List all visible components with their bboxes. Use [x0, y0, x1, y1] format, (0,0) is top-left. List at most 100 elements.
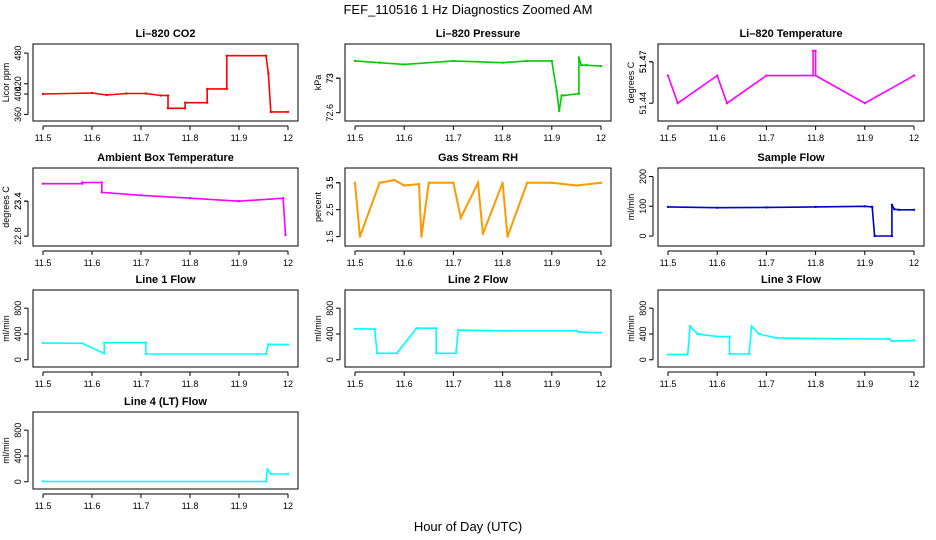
data-point: [560, 94, 563, 97]
x-tick-label: 11.5: [35, 379, 52, 389]
x-tick-label: 11.6: [709, 133, 726, 143]
x-tick-label: 11.7: [445, 379, 462, 389]
data-point: [814, 205, 817, 209]
data-point: [144, 92, 148, 95]
x-tick-label: 11.8: [807, 379, 824, 389]
plot-frame: [344, 289, 612, 368]
panel-6: Sample Flow 11.5 11.6 11.7 11.8 11.9 12 0 100 200…: [626, 152, 925, 268]
data-point: [558, 109, 561, 113]
x-tick-label: 11.7: [445, 258, 462, 268]
data-point: [750, 325, 753, 328]
y-tick-label: 100: [638, 199, 648, 214]
y-axis-label: ml/min: [1, 437, 11, 464]
y-axis-label: ml/min: [313, 315, 323, 342]
panel-3: Li–820 Temperature 11.5 11.6 11.7 11.8 11.9 12…: [626, 28, 925, 143]
x-tick-label: 11.9: [856, 133, 873, 143]
y-tick-label: 360: [13, 107, 23, 122]
x-tick-label: 11.8: [182, 501, 199, 511]
y-tick-label: 400: [13, 448, 23, 463]
data-point: [526, 59, 529, 63]
x-tick-label: 12: [283, 133, 293, 143]
x-axis: 11.5 11.6 11.7 11.8 11.9 12: [35, 371, 293, 389]
y-tick-label: 400: [13, 86, 23, 101]
data-point: [417, 182, 421, 186]
data-point: [237, 200, 241, 203]
x-tick-label: 11.9: [543, 133, 560, 143]
data-point: [206, 101, 209, 104]
x-tick-label: 11.7: [133, 379, 150, 389]
data-point: [90, 91, 94, 95]
data-point: [264, 54, 268, 57]
plot-frame: [657, 167, 925, 247]
figure-title: FEF_110516 1 Hz Diagnostics Zoomed AM: [343, 2, 592, 17]
data-point: [890, 234, 894, 238]
x-axis: 11.5 11.6 11.7 11.8 11.9 12: [347, 371, 606, 389]
data-point: [912, 339, 916, 342]
x-axis: 11.5 11.6 11.7 11.8 11.9 12: [660, 250, 919, 268]
x-tick-label: 11.6: [709, 258, 726, 268]
data-point: [585, 63, 588, 67]
x-tick-label: 11.5: [660, 379, 677, 389]
data-point: [599, 64, 603, 68]
data-point: [501, 329, 504, 332]
data-point: [183, 101, 187, 104]
data-point: [284, 233, 287, 237]
series-line: [43, 181, 287, 236]
data-point: [481, 232, 485, 236]
series-line: [42, 341, 289, 355]
panel-5: Gas Stream RH 11.5 11.6 11.7 11.8 11.9 12 1.5 2.…: [313, 152, 612, 268]
data-point: [420, 235, 423, 238]
y-axis-label: ml/min: [626, 315, 636, 342]
series-line: [354, 57, 602, 112]
series-line: [667, 324, 915, 356]
data-point: [811, 49, 815, 52]
y-tick-label: 400: [13, 326, 23, 341]
data-point: [811, 74, 815, 77]
data-point: [577, 92, 581, 95]
data-point: [912, 74, 916, 77]
x-tick-label: 11.8: [182, 133, 199, 143]
data-point: [501, 181, 504, 184]
y-axis-label: ml/min: [1, 315, 11, 342]
y-tick-label: 200: [638, 169, 648, 184]
x-tick-label: 11.7: [758, 379, 775, 389]
data-point: [159, 94, 162, 97]
data-point: [378, 61, 381, 64]
panel-2: Li–820 Pressure 11.5 11.6 11.7 11.8 11.9 12 72.…: [313, 28, 612, 143]
x-tick-label: 11.9: [231, 258, 248, 268]
y-tick-label: 0: [638, 357, 648, 362]
data-point: [358, 235, 362, 238]
data-point: [775, 336, 778, 340]
x-tick-label: 11.7: [133, 258, 150, 268]
x-tick-label: 12: [909, 379, 919, 389]
data-point: [435, 327, 438, 330]
x-tick-label: 11.9: [543, 379, 560, 389]
data-point: [81, 181, 84, 184]
data-point: [144, 341, 148, 344]
data-point: [286, 472, 290, 476]
data-point: [103, 352, 106, 355]
panel-title: Line 3 Flow: [761, 274, 821, 286]
data-point: [863, 205, 866, 208]
x-tick-label: 11.5: [35, 258, 52, 268]
data-point: [666, 205, 670, 209]
data-point: [266, 468, 269, 471]
data-point: [890, 203, 894, 206]
y-tick-label: 23.4: [13, 192, 23, 210]
data-point: [100, 181, 104, 184]
data-point: [269, 110, 272, 114]
x-tick-label: 11.7: [445, 133, 462, 143]
y-tick-label: 400: [638, 326, 648, 341]
x-tick-label: 11.5: [660, 133, 677, 143]
data-point: [403, 63, 406, 66]
data-point: [393, 178, 396, 182]
data-point: [688, 325, 692, 328]
data-point: [269, 472, 272, 476]
data-point: [871, 205, 874, 209]
plot-frame: [32, 289, 299, 368]
x-tick-label: 11.5: [35, 501, 52, 511]
